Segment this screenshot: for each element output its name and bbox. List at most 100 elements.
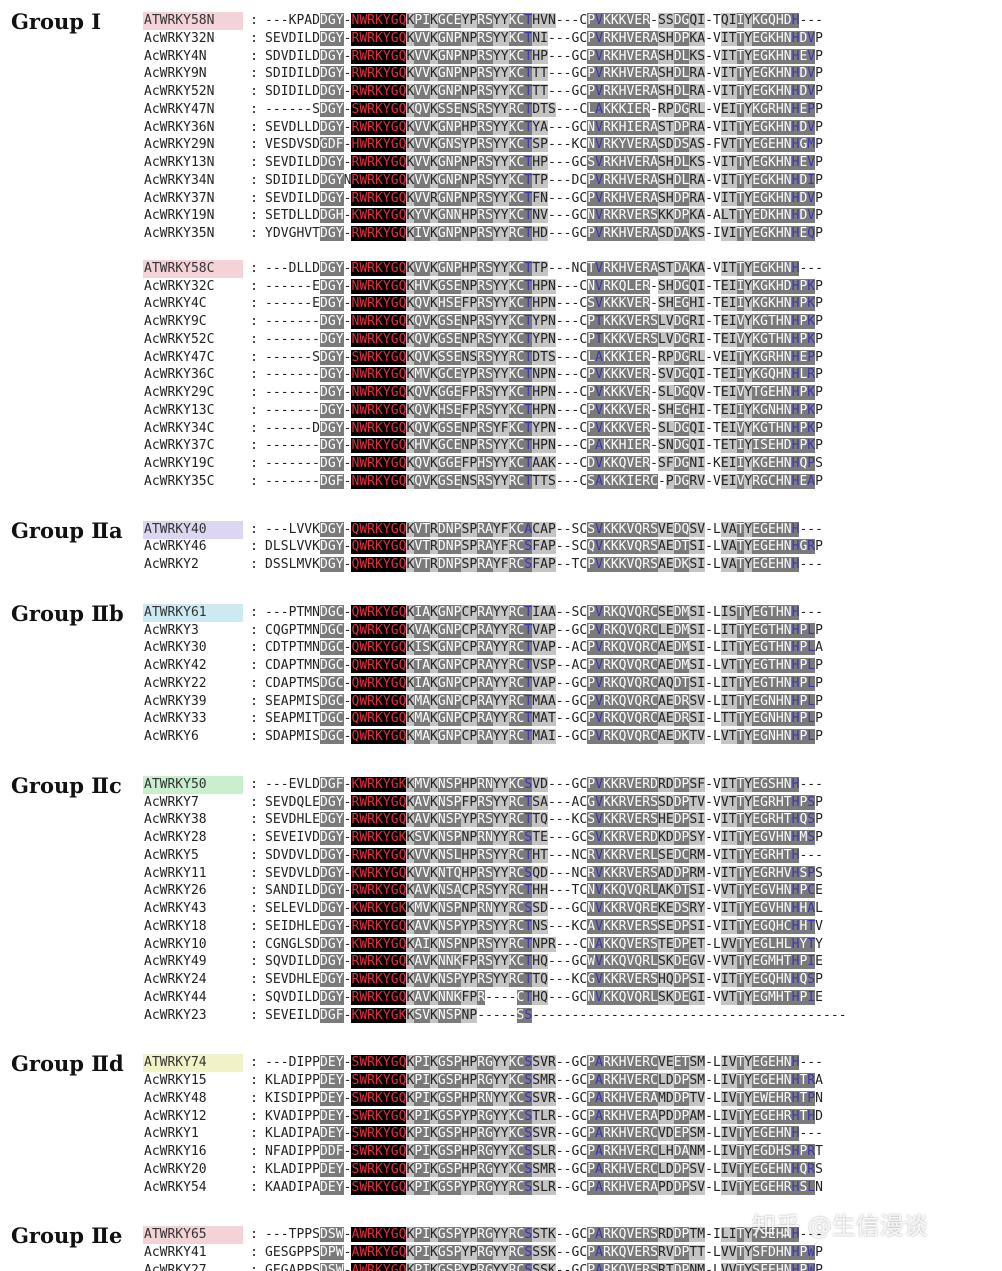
separator-colon: :: [250, 539, 258, 555]
sequence-residues: SANDILDDGY-RWRKYGQKAVKNSACPRSYYRCTHH---T…: [265, 883, 824, 899]
separator-colon: :: [250, 776, 258, 792]
sequence-name: AcWRKY26: [144, 883, 207, 899]
sequence-residues: ---LVVKDGY-QWRKYGQKVTRDNPSPRAYFKCACAP--S…: [265, 521, 824, 537]
sequence-name: AcWRKY35C: [144, 473, 215, 489]
sequence-name: AcWRKY30: [144, 640, 207, 656]
sequence-residues: CQGPTMNDGC-QWRKYGQKVAKGNPCPRAYYRCTVAP--G…: [265, 622, 824, 638]
sequence-name: AcWRKY29C: [144, 385, 215, 400]
sequence-residues: -------DGY-NWRKYGQKQVKGSENPRSYYKCTYPN---…: [265, 331, 824, 347]
alignment-row: AcWRKY2: DSSLMVKDGY-QWRKYGQKVTRDNPSPRAYFR…: [143, 556, 823, 574]
separator-colon: :: [250, 314, 258, 329]
sequence-residues: ---PTMNDGC-QWRKYGQKIAKGNPCPRAYYRCTIAA--S…: [265, 604, 824, 620]
sequence-name: AcWRKY11: [144, 865, 207, 881]
sequence-name: AcWRKY4N: [144, 48, 207, 64]
separator-colon: :: [250, 557, 258, 572]
separator-colon: :: [250, 260, 258, 276]
sequence-name: AcWRKY20: [144, 1161, 207, 1177]
alignment-row: AcWRKY7: SEVDQLEDGY-RWRKYGQKAVKNSPFPRSYYR…: [143, 794, 823, 812]
sequence-residues: SEVDILDDGY-RWRKYGQKVVKGNPNPRSYYKCTNI---G…: [265, 30, 824, 46]
alignment-row: AcWRKY49: SQVDILDDGY-RWRKYGQKAVKNNKFPRSYY…: [143, 953, 823, 971]
separator-colon: :: [250, 155, 258, 170]
sequence-name: AcWRKY41: [144, 1245, 207, 1260]
sequence-name: AcWRKY35N: [144, 226, 215, 241]
separator-colon: :: [250, 1090, 258, 1106]
alignment-row: AcWRKY6: SDAPMISDGC-QWRKYGQKMAKGNPCPRAYYR…: [143, 728, 823, 746]
separator-colon: :: [250, 385, 258, 400]
sequence-residues: ------EDGY-NWRKYGQKHVKGSENPRSYYKCTHPN---…: [265, 278, 824, 294]
reference-sequence-name: ATWRKY58C: [143, 259, 243, 278]
separator-colon: :: [250, 1108, 258, 1124]
alignment-row: AcWRKY10: CGNGLSDDGY-KWRKYGQKAIKNSPNPRSYY…: [143, 936, 823, 954]
separator-colon: :: [250, 1245, 258, 1260]
alignment-row: ATWRKY40: ---LVVKDGY-QWRKYGQKVTRDNPSPRAYF…: [143, 520, 824, 539]
group-label: Group Ⅰ: [11, 9, 102, 34]
sequence-residues: CDTPTMNDGC-QWRKYGQKISKGNPCPRAYYRCTVAP--A…: [265, 640, 824, 656]
separator-colon: :: [250, 989, 258, 1005]
alignment-row: AcWRKY35N: YDVGHVTDGY-RWRKYGQKIVKGNPNPRSY…: [143, 225, 823, 243]
sequence-name: AcWRKY1: [144, 1126, 199, 1142]
separator-colon: :: [250, 296, 258, 312]
sequence-name: AcWRKY39: [144, 693, 207, 709]
sequence-residues: ---DLLDDGY-RWRKYGQKVVKGNPHPRSYYKCTTP---N…: [265, 260, 824, 276]
separator-colon: :: [250, 972, 258, 987]
sequence-residues: ---DIPPDEY-SWRKYGQKPIKGSPHPRGYYKCSSVR--G…: [265, 1055, 824, 1071]
watermark: 知乎 @生信漫谈: [752, 1212, 928, 1240]
sequence-residues: GEGAPPSDSW-AWRKYGQKPIKGSPYPRGYYRCSSSK--G…: [265, 1262, 823, 1271]
sequence-residues: SEVDLLDDGY-RWRKYGQKVVKGNPHPRSYYKCTYA---G…: [265, 119, 824, 135]
alignment-row: AcWRKY4N: SDVDILDDGY-RWRKYGQKVVKGNPNPRSYY…: [143, 48, 823, 66]
sequence-name: AcWRKY32C: [144, 278, 215, 294]
alignment-row: AcWRKY1: KLADIPADEY-SWRKYGQKPIKGSPHPRGYYK…: [143, 1125, 823, 1143]
sequence-residues: CGNGLSDDGY-KWRKYGQKAIKNSPNPRSYYRCTNPR---…: [265, 936, 824, 952]
separator-colon: :: [250, 1161, 258, 1177]
separator-colon: :: [250, 794, 258, 810]
sequence-residues: KLADIPPDEY-SWRKYGQKPIKGSPHPRGYYKCSSMR--G…: [265, 1073, 824, 1088]
separator-colon: :: [250, 693, 258, 709]
separator-colon: :: [250, 172, 258, 188]
separator-colon: :: [250, 1227, 258, 1243]
sequence-residues: CDAPTMSDGC-QWRKYGQKIAKGNPCPRAYYRCTVAP--G…: [265, 675, 824, 691]
sequence-residues: DSSLMVKDGY-QWRKYGQKVTRDNPSPRAYFRCSFAP--T…: [265, 557, 824, 572]
alignment-row: AcWRKY34C: ------DDGY-NWRKYGQKQVKGSENPRSY…: [143, 420, 823, 438]
alignment-row: AcWRKY47N: ------SDGY-SWRKYGQKQVKSSENSRSY…: [143, 101, 823, 119]
separator-colon: :: [250, 101, 258, 117]
separator-colon: :: [250, 66, 258, 82]
sequence-name: AcWRKY29N: [144, 137, 215, 153]
sequence-residues: VESDVSDGDF-HWRKYGQKVVKGNSYPRSYYKCTSP---K…: [265, 137, 824, 153]
sequence-residues: SQVDILDDGY-RWRKYGQKAVKNNKFPR----CTHQ---G…: [265, 989, 824, 1005]
alignment-row: AcWRKY15: KLADIPPDEY-SWRKYGQKPIKGSPHPRGYY…: [143, 1072, 823, 1090]
alignment-row: AcWRKY23: SEVEILDDGF-KWRKYGKKSVKNSPNP----…: [143, 1007, 847, 1025]
sequence-residues: ------EDGY-NWRKYGQKQVKHSEFPRSYYKCTHPN---…: [265, 296, 824, 312]
sequence-name: AcWRKY18: [144, 918, 207, 934]
separator-colon: :: [250, 208, 258, 224]
separator-colon: :: [250, 1055, 258, 1071]
sequence-residues: KISDIPPDEY-SWRKYGQKPIKGSPHPRNYYKCSSVR--G…: [265, 1090, 824, 1106]
separator-colon: :: [250, 13, 258, 28]
alignment-row: AcWRKY24: SEVDHLEDGY-RWRKYGQKAVKNSPYPRSYY…: [143, 971, 823, 989]
sequence-residues: SEVDHLEDGY-RWRKYGQKAVKNSPYPRSYYRCTTQ---K…: [265, 812, 824, 828]
sequence-name: AcWRKY54: [144, 1179, 207, 1195]
separator-colon: :: [250, 331, 258, 347]
separator-colon: :: [250, 30, 258, 46]
sequence-name: AcWRKY38: [144, 812, 207, 828]
alignment-row: AcWRKY29N: VESDVSDGDF-HWRKYGQKVVKGNSYPRSY…: [143, 136, 823, 154]
sequence-residues: SDVDVLDDGY-RWRKYGQKVVKNSLHPRSYYRCTHT---N…: [265, 847, 824, 863]
sequence-name: AcWRKY19C: [144, 456, 215, 471]
alignment-row: ATWRKY61: ---PTMNDGC-QWRKYGQKIAKGNPCPRAYY…: [143, 603, 824, 622]
sequence-name: AcWRKY10: [144, 936, 207, 952]
sequence-name: AcWRKY37C: [144, 438, 215, 454]
sequence-residues: CDAPTMNDGC-QWRKYGQKTAKGNPCPRAYYRCTVSP--A…: [265, 658, 824, 673]
separator-colon: :: [250, 190, 258, 206]
separator-colon: :: [250, 1073, 258, 1088]
alignment-row: AcWRKY46: DLSLVVKDGY-QWRKYGQKVTRDNPSPRAYF…: [143, 538, 823, 556]
alignment-row: AcWRKY20: KLADIPPDEY-SWRKYGQKPIKGSPHPRGYY…: [143, 1161, 823, 1179]
group-label: Group Ⅱe: [11, 1223, 123, 1249]
sequence-name: AcWRKY27: [144, 1262, 207, 1271]
alignment-row: AcWRKY52C: -------DGY-NWRKYGQKQVKGSENPRSY…: [143, 331, 823, 349]
alignment-row: AcWRKY34N: SDIDILDDGYNRWRKYGQKVVKGNPNPRSY…: [143, 172, 823, 190]
separator-colon: :: [250, 420, 258, 436]
alignment-row: AcWRKY13C: -------DGY-NWRKYGQKQVKHSEFPRSY…: [143, 402, 823, 420]
sequence-name: AcWRKY36N: [144, 119, 215, 135]
sequence-name: AcWRKY48: [144, 1090, 207, 1106]
sequence-name: AcWRKY44: [144, 989, 207, 1005]
